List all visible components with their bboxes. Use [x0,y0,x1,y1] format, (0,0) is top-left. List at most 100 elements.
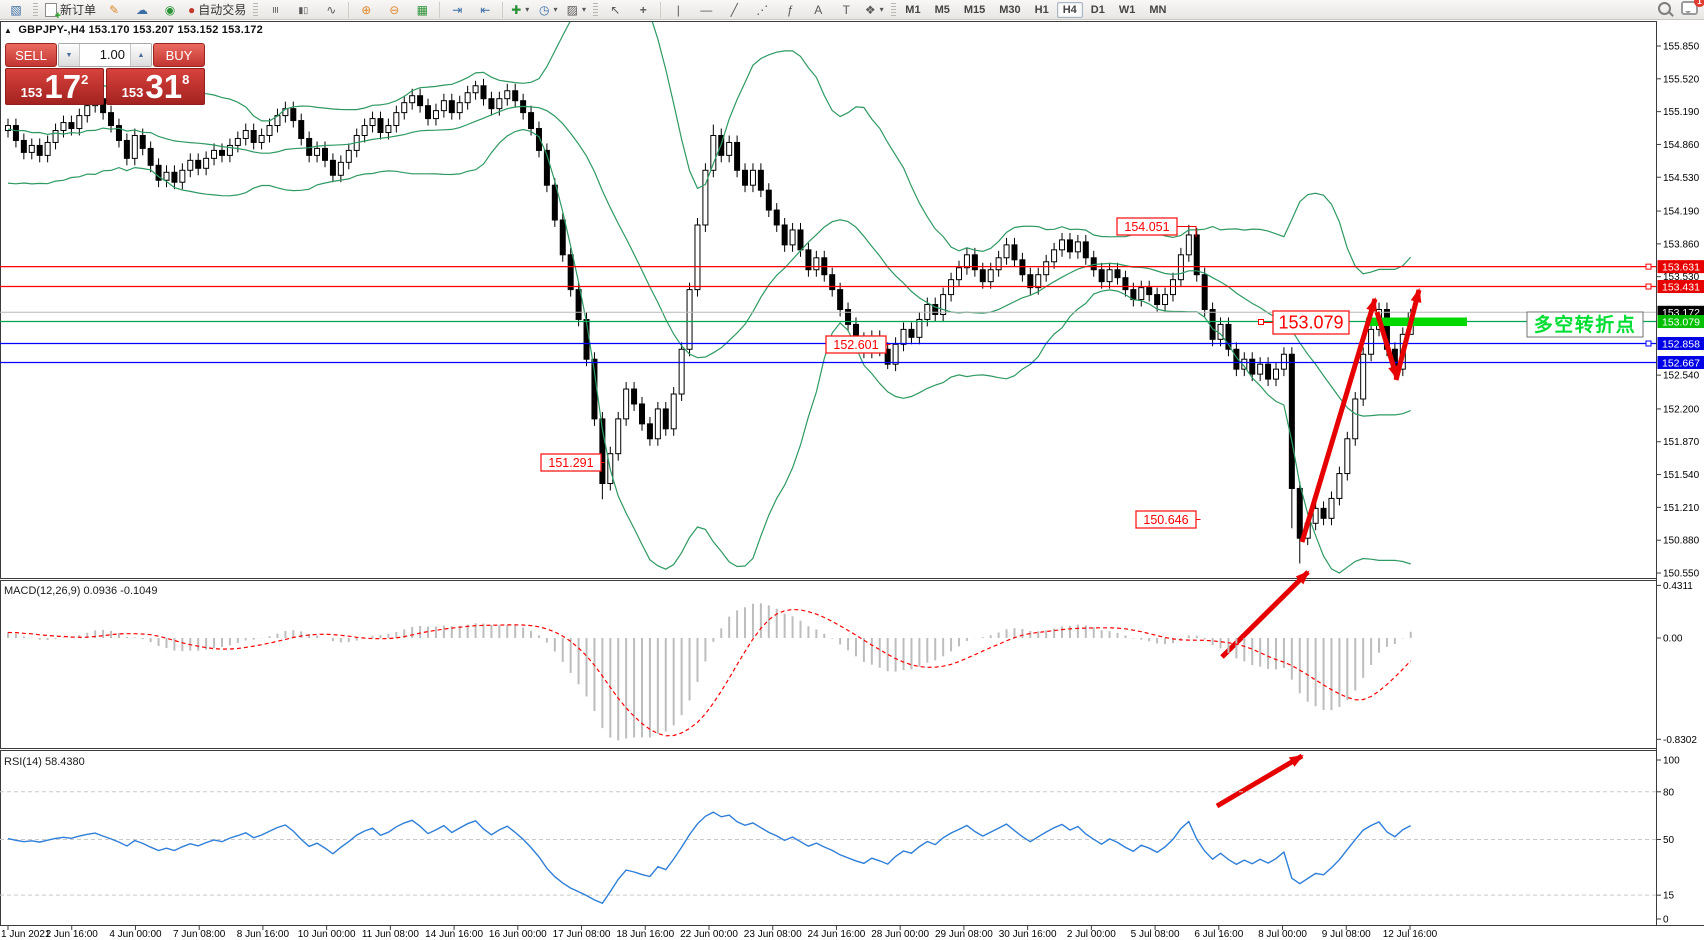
templates-button[interactable]: ▨ ▾ [562,0,590,20]
text-button[interactable]: A [804,0,832,20]
hline-handle[interactable] [1645,263,1652,270]
timeframe-button-M1[interactable]: M1 [905,3,921,16]
periods-button[interactable]: ◷ ▾ [534,0,562,20]
trend-arrow-3[interactable] [1393,288,1422,381]
line-chart-button[interactable]: ∿ [317,0,345,20]
indicators-button[interactable]: ✚ ▾ [506,0,534,20]
sell-price-box[interactable]: 153 17 2 [5,68,104,105]
new-chart-button[interactable]: ▧ [2,0,30,20]
rsi-label: RSI(14) 58.4380 [4,756,85,768]
horizontal-line-button[interactable]: — [692,0,720,20]
price-annotation-box[interactable] [1272,310,1350,335]
toolbar-grip[interactable] [253,2,259,17]
candlestick-chart-button[interactable]: ▮▯ [289,0,317,20]
price-badge [1657,337,1704,351]
price-badge [1657,355,1704,369]
crayon-icon: ✎ [108,2,120,17]
timeframe-button-M30[interactable]: M30 [999,3,1021,16]
time-axis-label: 17 Jun 08:00 [553,929,611,940]
vertical-line-button[interactable]: | [664,0,692,20]
svg-text:0.00: 0.00 [1663,634,1683,645]
cursor-button[interactable]: ↖ [601,0,629,20]
price-annotation-text: 150.646 [1143,513,1188,527]
zoom-out-button[interactable]: ⊖ [380,0,408,20]
timeframe-button-H1[interactable]: H1 [1034,3,1049,16]
svg-text:150.550: 150.550 [1663,569,1700,580]
notifications-button[interactable]: 1 [1681,0,1704,18]
crosshair-button[interactable]: + [629,0,657,20]
time-axis-label: 8 Jun 16:00 [237,929,290,940]
sell-price-main: 17 [44,68,82,105]
tile-windows-button[interactable]: ▦ [408,0,436,20]
time-axis-label: 14 Jun 16:00 [425,929,483,940]
price-annotation-box[interactable] [825,335,887,354]
toolbar-grip[interactable] [33,2,38,17]
quote-line: ▲ GBPJPY-,H4 153.170 153.207 153.152 153… [4,24,263,36]
new-order-button[interactable]: + 新订单 [41,0,100,21]
crayon-button[interactable]: ✎ [100,0,128,20]
timeframe-button-H4[interactable]: H4 [1056,1,1083,18]
quote-low: 153.152 [177,24,219,36]
timeframe-button-M5[interactable]: M5 [934,3,950,16]
timeframe-button-MN[interactable]: MN [1149,3,1167,16]
price-axis[interactable]: 155.850 155.520 155.190 154.860 154.530 154.1… [1656,42,1704,926]
autotrade-icon: ● [188,2,196,17]
text-label-button[interactable]: T [832,0,860,20]
price-annotation-box[interactable] [540,453,602,472]
toolbar-grip[interactable] [593,2,599,17]
turning-point-box[interactable] [1526,311,1644,338]
green-highlight-bar[interactable] [1366,317,1467,327]
svg-text:0.4311: 0.4311 [1663,581,1693,592]
buy-button[interactable]: BUY [153,43,205,67]
time-axis-label: 9 Jul 08:00 [1322,929,1371,940]
timeframe-button-W1[interactable]: W1 [1118,3,1136,16]
price-annotation-box[interactable] [1116,217,1178,236]
search-button[interactable] [1658,1,1671,18]
sell-button[interactable]: SELL [5,43,57,67]
toolbar-separator [660,1,662,18]
buy-price-box[interactable]: 153 31 8 [106,68,205,105]
timeframe-group: M1 M5 M15 M30 H1 H4 D1 W1 MN [899,1,1172,18]
signals-button[interactable]: ◉ [156,0,184,20]
trendline-button[interactable]: ╱ [720,0,748,20]
volume-decrease-button[interactable]: ▼ [59,44,80,66]
volume-increase-button[interactable]: ▲ [130,44,151,66]
time-axis-label: 5 Jul 08:00 [1131,929,1180,940]
fibonacci-button[interactable]: ƒ [776,0,804,20]
trend-arrow-1[interactable] [1299,297,1378,543]
turning-point-text: 多空转折点 [1534,313,1637,336]
market-depth-button[interactable]: ☁ [128,0,156,20]
buy-price-prefix: 153 [121,85,144,100]
collapse-arrow-icon[interactable]: ▲ [4,26,13,35]
price-annotation-box[interactable] [1135,510,1197,529]
svg-text:154.190: 154.190 [1663,207,1700,218]
trend-arrow-5[interactable] [1215,753,1304,809]
channel-button[interactable]: ⋰ [748,0,776,20]
timeframe-button-D1[interactable]: D1 [1090,3,1105,16]
timeframe-button-M15[interactable]: M15 [963,3,986,16]
auto-scroll-button[interactable]: ⇥ [443,0,471,20]
macd-layer: MACD(12,26,9) 0.0936 -0.1049 [4,585,1412,741]
macd-panel-frame [0,580,1657,749]
time-axis-label: 11 Jun 08:00 [362,929,420,940]
macd-label: MACD(12,26,9) 0.0936 -0.1049 [4,585,157,597]
channel-icon: ⋰ [756,2,769,17]
price-badge-text: 153.631 [1662,261,1700,273]
time-axis-label: 28 Jun 00:00 [871,929,929,940]
zoom-in-button[interactable]: ⊕ [352,0,380,20]
arrows-button[interactable]: ❖ ▾ [860,0,888,20]
time-axis-label: 6 Jul 16:00 [1194,929,1243,940]
bollinger-lower-band [7,128,1411,574]
toolbar-grip[interactable] [891,2,897,17]
hline-handle[interactable] [1645,283,1652,290]
autotrade-button[interactable]: ● 自动交易 [184,0,250,20]
bar-chart-icon: ≡ [268,5,283,14]
line-chart-icon: ∿ [326,2,337,17]
trend-arrow-2[interactable] [1374,311,1400,380]
hline-handle[interactable] [1645,340,1652,347]
volume-value[interactable]: 1.00 [99,47,125,62]
bar-chart-button[interactable]: ≡ [261,0,289,20]
chart-shift-button[interactable]: ⇤ [471,0,499,20]
